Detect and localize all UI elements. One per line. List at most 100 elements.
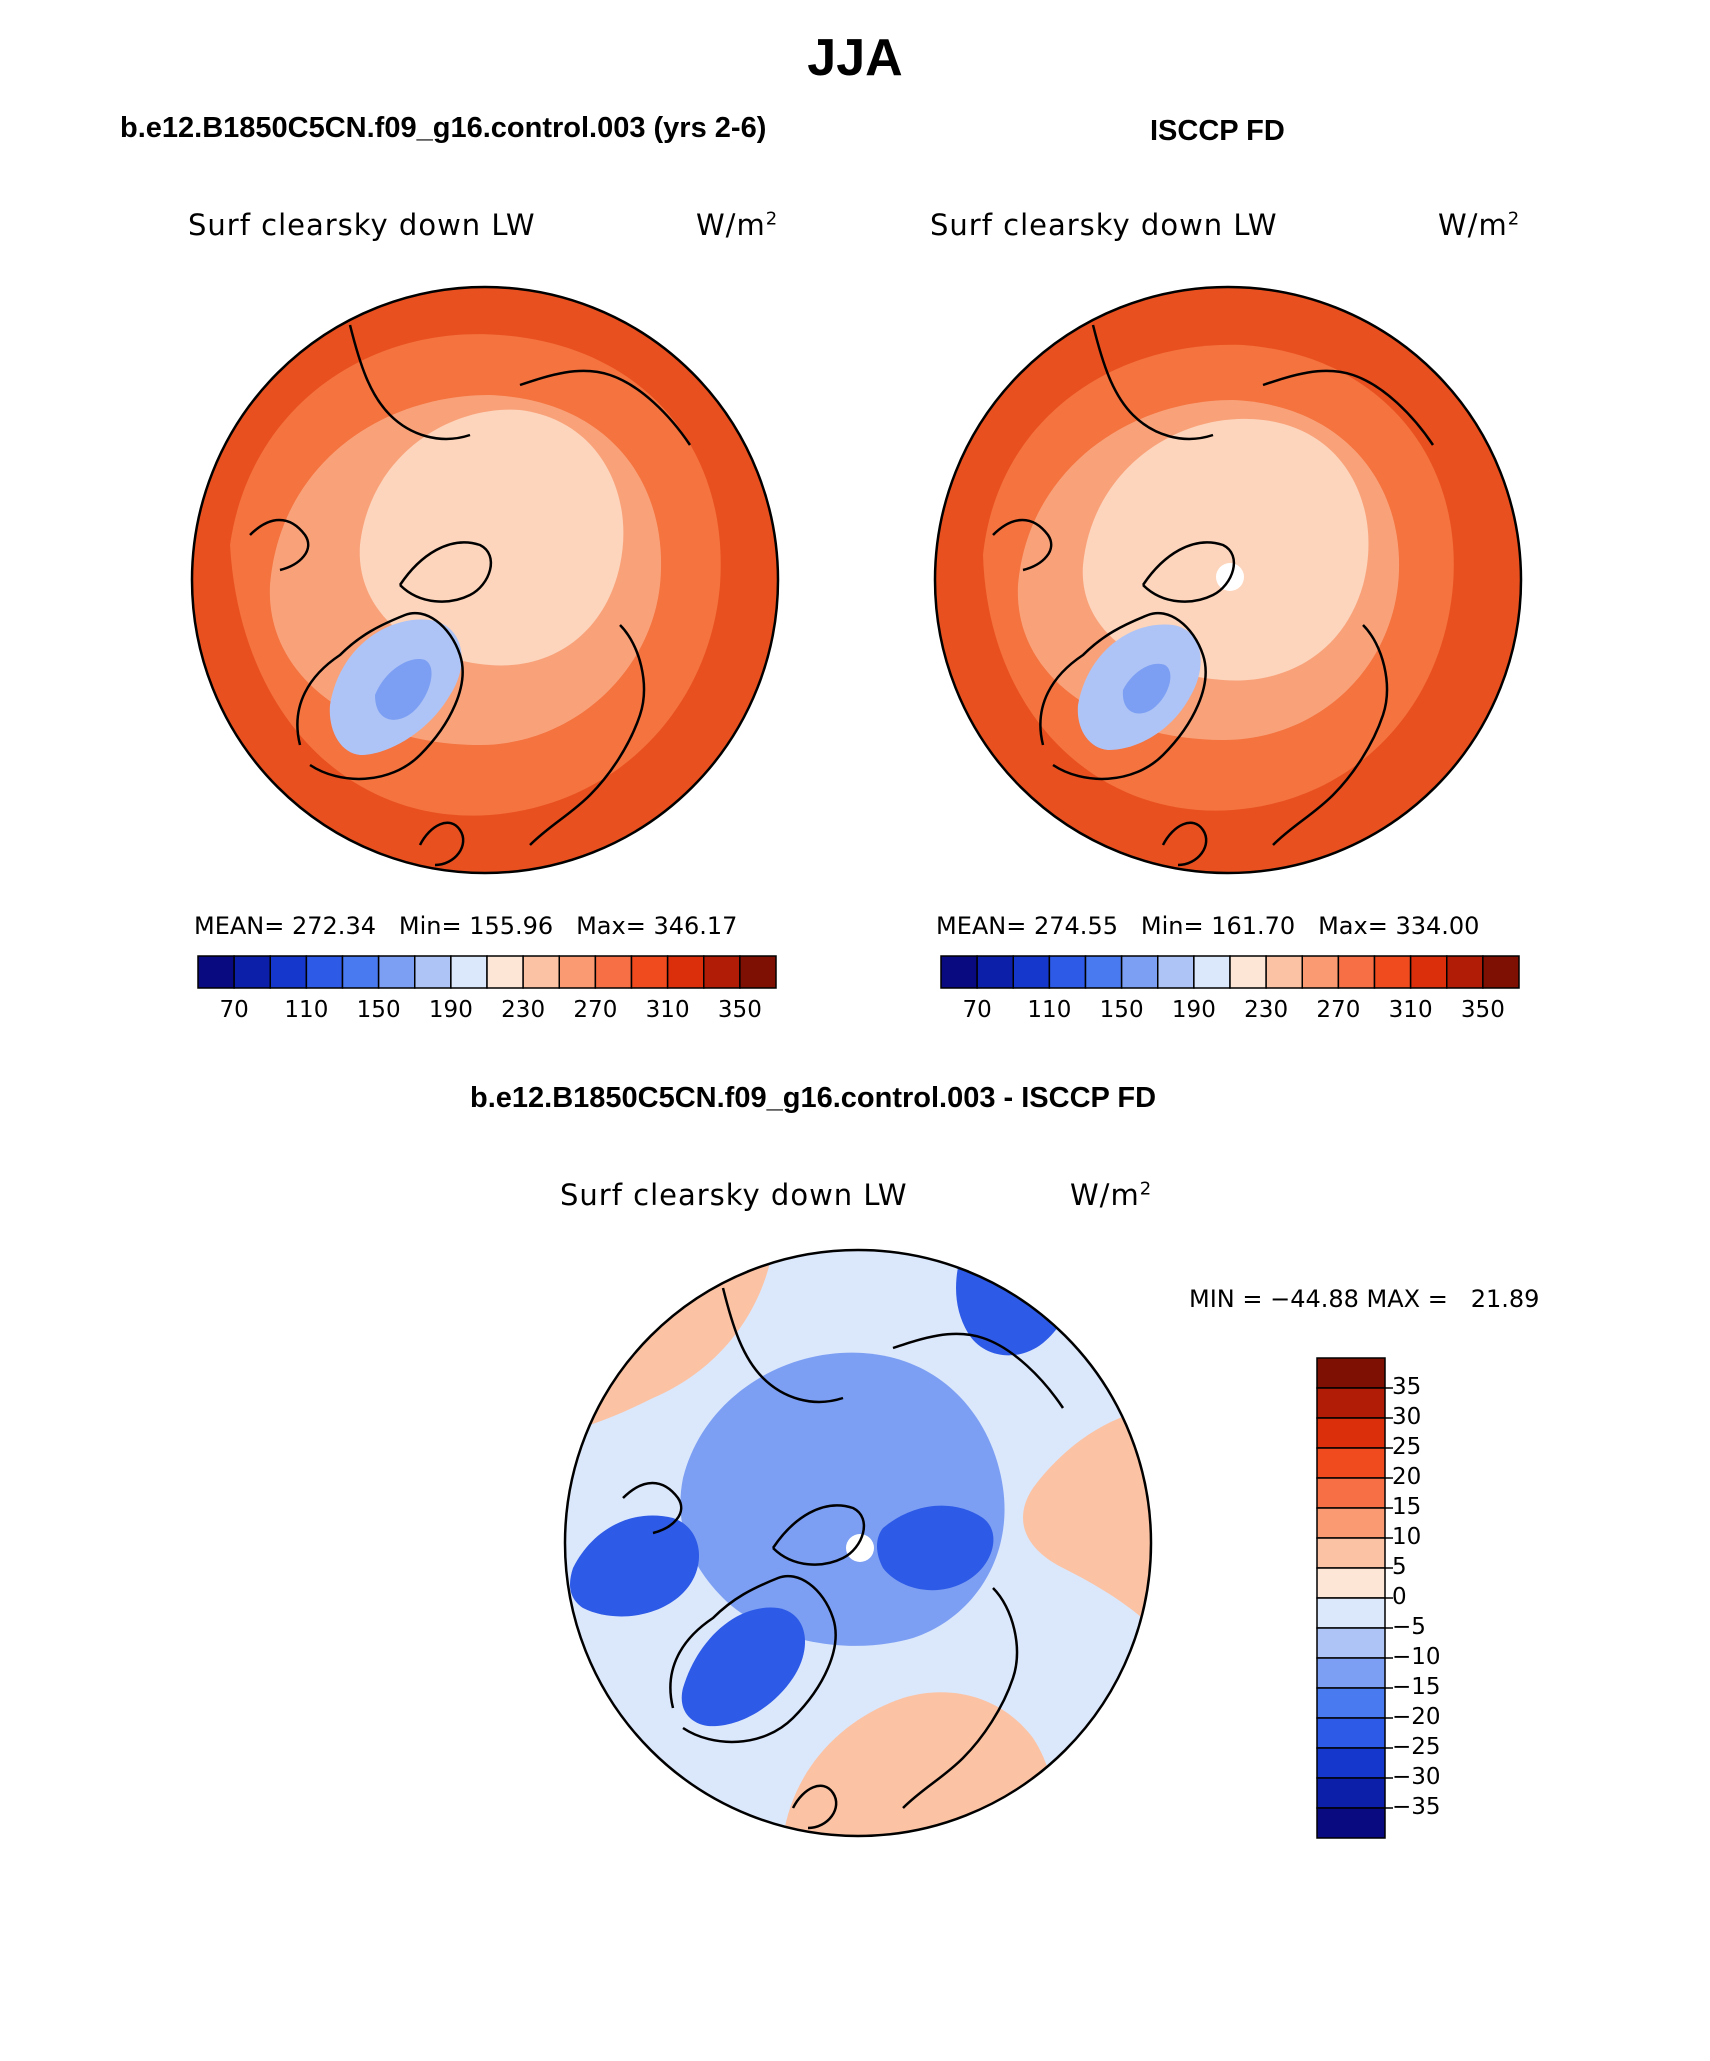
diff-colorbar-box [1316,1537,1386,1569]
obs-colorbar-box [1193,955,1231,989]
obs-colorbar-tick-label: 270 [1316,997,1361,1023]
model-mean-value: 272.34 [292,912,376,940]
model-colorbar-box [666,955,705,989]
model-colorbar-tick-label: 110 [284,997,329,1023]
obs-colorbar-tick-label: 230 [1244,997,1289,1023]
model-panel-heading: b.e12.B1850C5CN.f09_g16.control.003 (yrs… [120,112,767,144]
diff-colorbar-tick-label: 35 [1392,1374,1422,1400]
obs-units-base: W/m [1438,208,1508,242]
model-greenland-core [375,659,432,720]
obs-colorbar-box [1265,955,1303,989]
obs-colorbar-box [1084,955,1123,989]
diff-variable-label: Surf clearsky down LW [560,1178,908,1212]
model-polar-map [190,285,780,875]
model-colorbar-box [197,955,235,989]
model-colorbar [197,955,777,989]
model-colorbar-box [414,955,452,989]
obs-min-label: Min= [1140,912,1204,940]
diff-colorbar-tick-label: −35 [1392,1794,1441,1820]
model-colorbar-tick-label: 150 [356,997,401,1023]
model-colorbar-box [522,955,560,989]
diff-colorbar-tick-label: −15 [1392,1674,1441,1700]
model-max-label: Max= [576,912,646,940]
diff-polar-map [563,1248,1153,1838]
diff-colorbar-tick-label: 15 [1392,1494,1422,1520]
model-colorbar-box [233,955,271,989]
model-units-label: W/m2 [696,208,778,242]
diff-minmax: MIN = −44.88 MAX = 21.89 [1189,1285,1540,1313]
obs-variable-label: Surf clearsky down LW [930,208,1278,242]
diff-warm-south [783,1692,1063,1836]
diff-colorbar-box [1316,1687,1386,1719]
obs-colorbar-tick-label: 150 [1099,997,1144,1023]
diff-colorbar-box [1316,1357,1386,1389]
model-units-exp: 2 [765,208,779,230]
obs-colorbar-box [1120,955,1159,989]
page-title: JJA [807,29,903,87]
obs-coastlines [992,324,1435,867]
diff-units-exp: 2 [1139,1178,1153,1200]
obs-colorbar-box [1409,955,1448,989]
obs-polar-map [933,285,1523,875]
diff-units-base: W/m [1070,1178,1140,1212]
diff-coastlines [622,1287,1065,1830]
obs-colorbar-ticks: 70 110 150 190 230 270 310 350 [941,997,1519,1027]
model-colorbar-box [558,955,597,989]
model-colorbar-box [630,955,669,989]
model-colorbar-tick-label: 310 [645,997,690,1023]
obs-colorbar-box [1012,955,1051,989]
model-units-base: W/m [696,208,766,242]
model-colorbar-ticks: 70 110 150 190 230 270 310 350 [198,997,776,1027]
obs-colorbar-box [1048,955,1087,989]
obs-colorbar-box [976,955,1014,989]
obs-colorbar-box [1482,955,1520,989]
diff-warm-east [1023,1408,1151,1628]
obs-mean-label: MEAN= [936,912,1027,940]
diff-missing-pole [846,1534,874,1562]
obs-colorbar [940,955,1520,989]
model-colorbar-box [377,955,416,989]
model-colorbar-tick-label: 70 [219,997,249,1023]
diff-colorbar-box [1316,1387,1386,1419]
model-min-value: 155.96 [469,912,554,940]
obs-mean-value: 274.55 [1034,912,1118,940]
diff-colorbar-tick-label: −20 [1392,1704,1441,1730]
model-stats: MEAN= 272.34 Min= 155.96 Max= 346.17 [194,912,737,940]
model-polar-cap [359,409,624,666]
obs-colorbar-tick-label: 190 [1171,997,1216,1023]
obs-colorbar-box [1301,955,1340,989]
obs-stats: MEAN= 274.55 Min= 161.70 Max= 334.00 [936,912,1479,940]
model-mean-label: MEAN= [194,912,285,940]
obs-colorbar-tick-label: 310 [1388,997,1433,1023]
model-colorbar-box [269,955,308,989]
model-colorbar-box [703,955,741,989]
model-coastlines [249,324,692,867]
model-min-label: Min= [398,912,462,940]
diff-colorbar-box [1316,1567,1386,1599]
model-colorbar-box [594,955,633,989]
diff-cold-siberia [877,1505,994,1591]
obs-polar-cap [1082,418,1369,681]
model-variable-label: Surf clearsky down LW [188,208,536,242]
obs-colorbar-box [1157,955,1195,989]
model-colorbar-box [305,955,344,989]
obs-colorbar-box [940,955,978,989]
obs-colorbar-box [1446,955,1484,989]
diff-colorbar-box [1316,1477,1386,1509]
diff-cold-greenland [681,1607,805,1727]
diff-colorbar-tick-label: 20 [1392,1464,1422,1490]
obs-units-exp: 2 [1507,208,1521,230]
obs-colorbar-tick-label: 70 [962,997,992,1023]
diff-colorbar-box [1316,1747,1386,1779]
model-colorbar-box [739,955,777,989]
diff-colorbar-box [1316,1597,1386,1629]
diff-colorbar-box [1316,1777,1386,1809]
diff-units-label: W/m2 [1070,1178,1152,1212]
obs-max-value: 334.00 [1395,912,1480,940]
diff-colorbar-box [1316,1627,1386,1659]
diff-cold-canada [570,1515,700,1617]
diff-colorbar-tick-label: 5 [1392,1554,1407,1580]
obs-greenland-core [1122,663,1171,714]
diff-colorbar-tick-label: 10 [1392,1524,1422,1550]
model-colorbar-box [450,955,488,989]
